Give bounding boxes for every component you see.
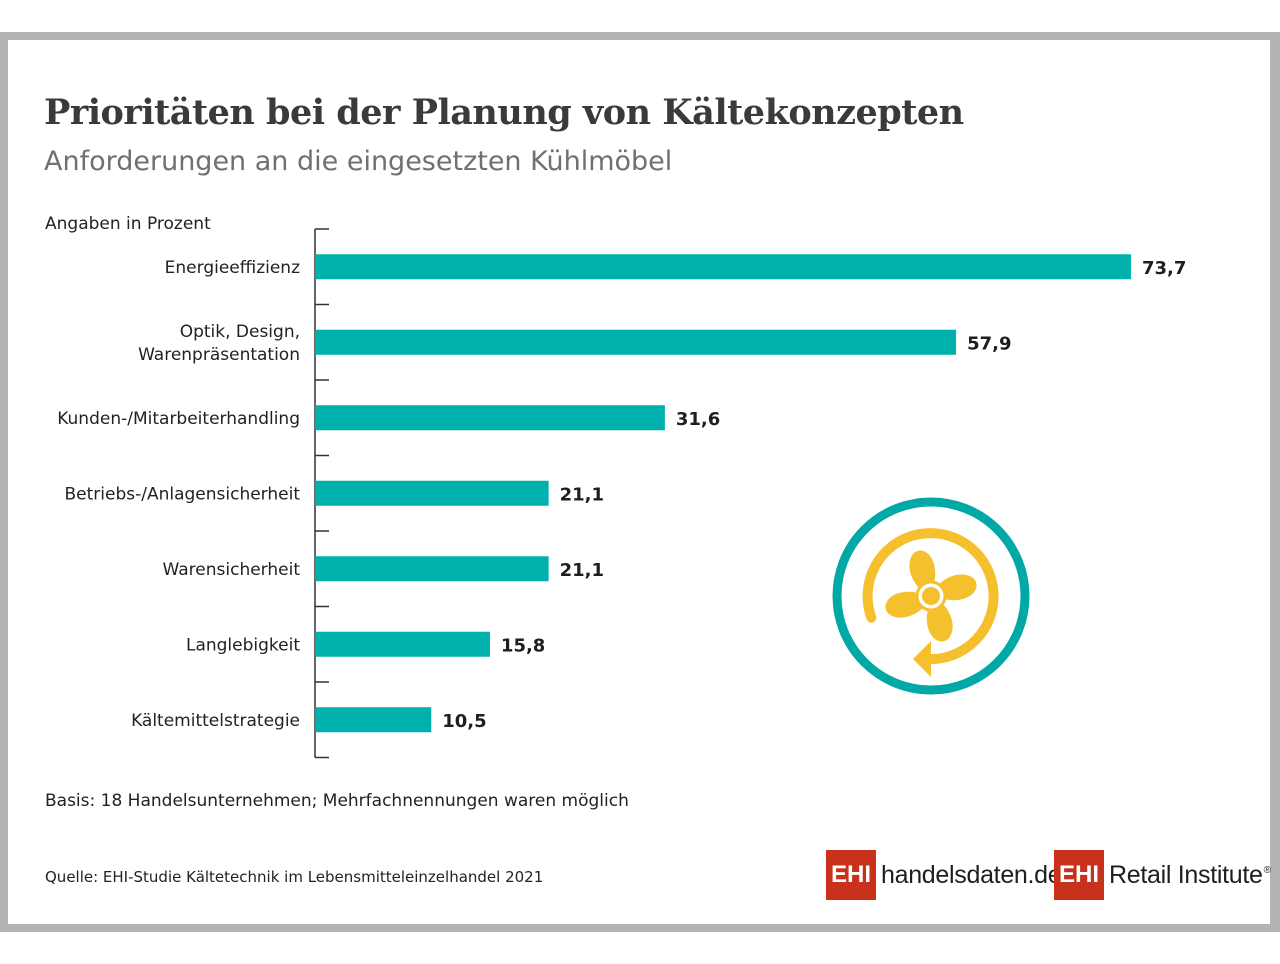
- category-label: Langlebigkeit: [186, 635, 300, 655]
- retail-institute-label: Retail Institute: [1109, 860, 1263, 889]
- bar: [315, 329, 957, 355]
- data-label: 73,7: [1142, 258, 1186, 279]
- category-label: Energieeffizienz: [165, 258, 300, 278]
- category-label: Optik, Design,: [180, 322, 300, 342]
- category-label: Kunden-/Mitarbeiterhandling: [57, 409, 300, 429]
- data-label: 31,6: [676, 409, 720, 430]
- basis-note: Basis: 18 Handelsunternehmen; Mehrfachne…: [45, 791, 629, 811]
- unit-label: Angaben in Prozent: [45, 214, 211, 234]
- data-label: 15,8: [501, 635, 545, 656]
- retail-institute-text: Retail Institute®: [1109, 861, 1271, 890]
- registered-mark: ®: [1263, 865, 1271, 877]
- data-label: 21,1: [560, 484, 604, 505]
- category-label: Warensicherheit: [163, 560, 301, 580]
- bar: [315, 405, 665, 431]
- data-label: 57,9: [967, 333, 1011, 354]
- data-label: 21,1: [560, 560, 604, 581]
- handelsdaten-logo[interactable]: EHI handelsdaten.de: [826, 850, 1062, 900]
- chart-frame: [0, 32, 1280, 932]
- retail-institute-logo[interactable]: EHI Retail Institute®: [1054, 850, 1271, 900]
- data-label: 10,5: [442, 711, 486, 732]
- category-label: Betriebs-/Anlagensicherheit: [64, 484, 300, 504]
- bar: [315, 556, 549, 582]
- source-note: Quelle: EHI-Studie Kältetechnik im Leben…: [45, 868, 544, 886]
- bar: [315, 254, 1131, 280]
- page-subtitle: Anforderungen an die eingesetzten Kühlmö…: [44, 146, 673, 177]
- bar: [315, 707, 432, 733]
- handelsdaten-text: handelsdaten.de: [881, 860, 1062, 889]
- fan-icon: [832, 497, 1030, 695]
- bar: [315, 480, 549, 506]
- bar: [315, 631, 490, 657]
- category-label: Kältemittelstrategie: [131, 711, 300, 731]
- ehi-box: EHI: [1054, 850, 1104, 900]
- ehi-box: EHI: [826, 850, 876, 900]
- page-title: Prioritäten bei der Planung von Kältekon…: [44, 92, 964, 133]
- category-label: Warenpräsentation: [138, 345, 300, 365]
